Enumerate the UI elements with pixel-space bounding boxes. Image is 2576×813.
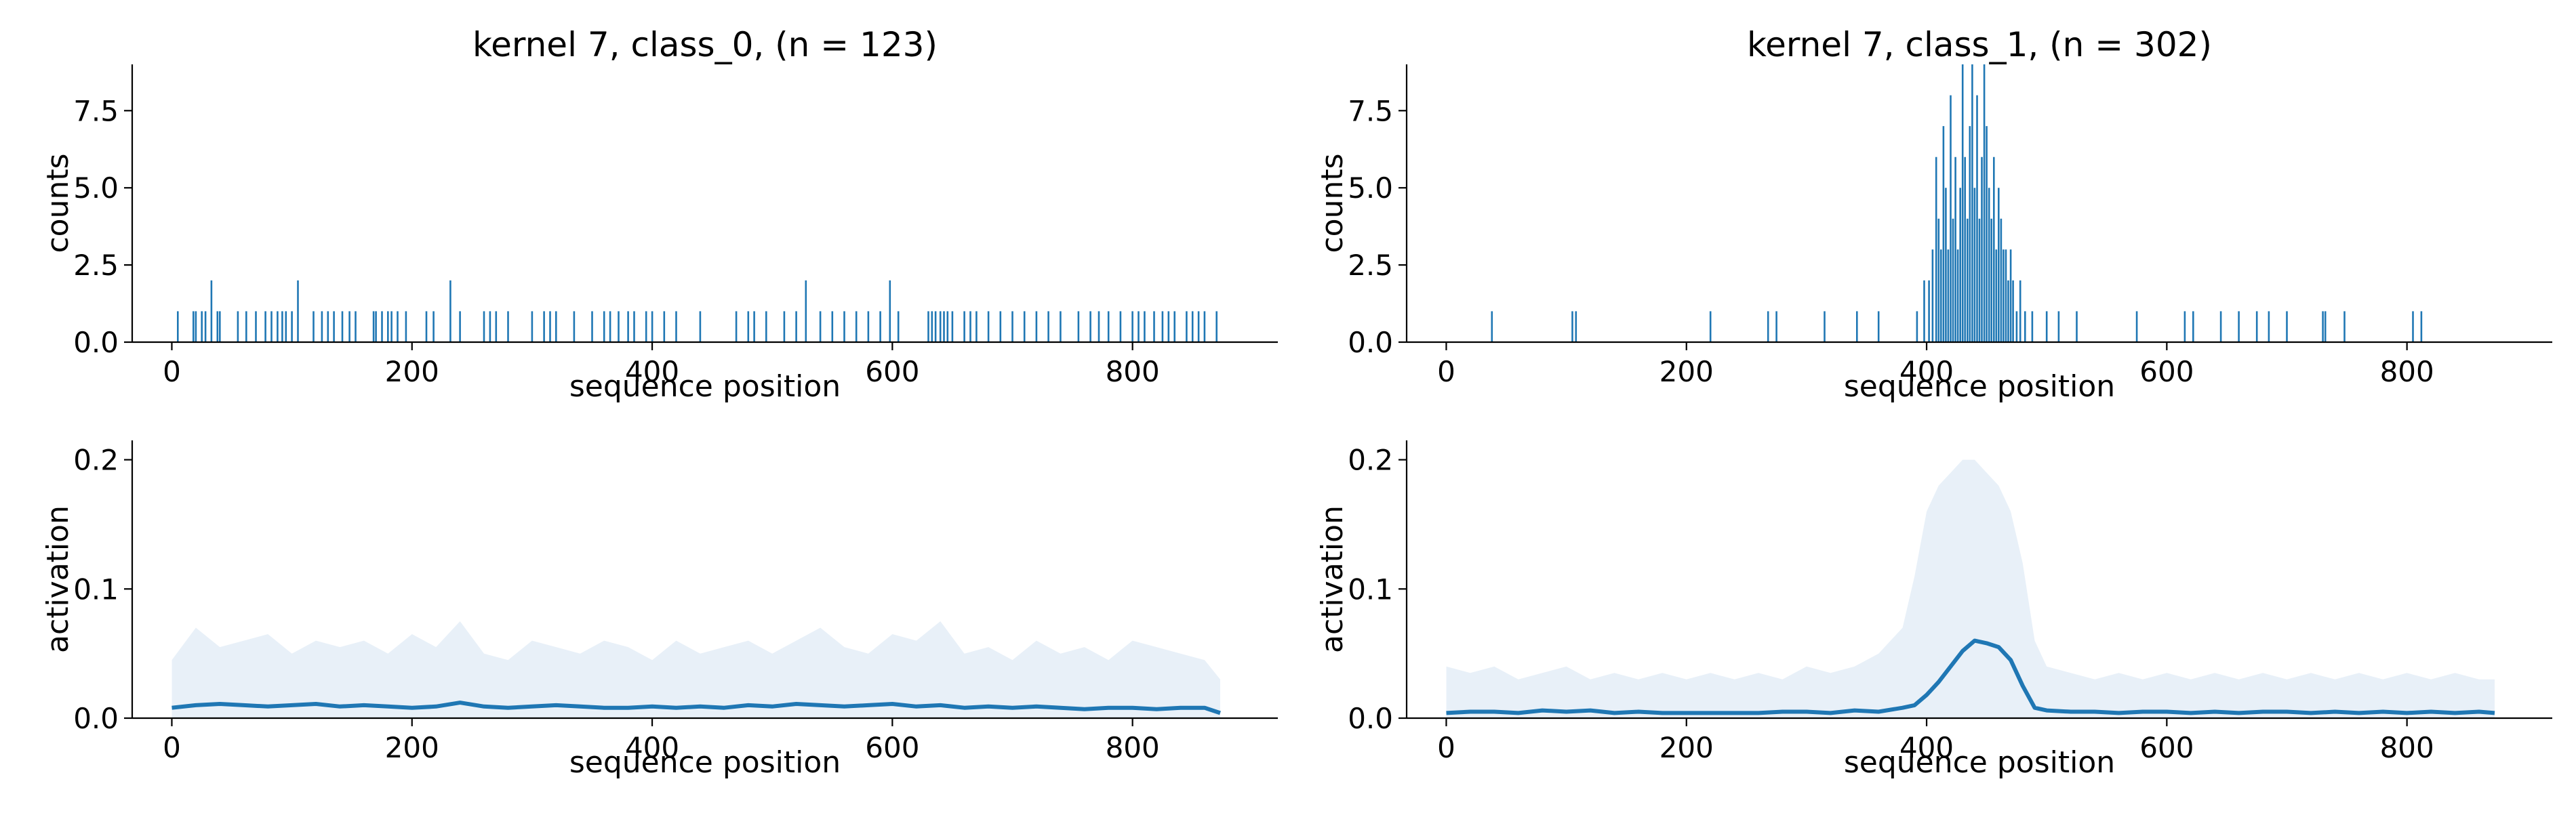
x-tick-label: 200: [1659, 731, 1714, 764]
y-tick-label: 5.0: [73, 171, 119, 205]
axis-ticks: 0 200 400 600 800 0.0 2.5 5.0 7.5: [1348, 94, 2434, 388]
x-tick-label: 0: [163, 731, 181, 764]
axes-spines: [131, 64, 1278, 343]
y-tick-label: 0.1: [73, 572, 119, 606]
x-tick-label: 800: [2380, 355, 2434, 388]
y-tick-label: 0.0: [1348, 702, 1393, 735]
y-tick-label: 0.0: [1348, 326, 1393, 359]
panel-class1-activation: 0 200 400 600 800 0.0 0.1 0.2 sequence position…: [1315, 440, 2552, 780]
chart-title: kernel 7, class_0, (n = 123): [472, 25, 938, 64]
x-tick-label: 800: [1106, 731, 1160, 764]
y-tick-label: 0.1: [1348, 572, 1393, 606]
y-tick-label: 0.0: [73, 702, 119, 735]
y-tick-label: 2.5: [73, 249, 119, 282]
panel-class0-activation: 0 200 400 600 800 0.0 0.1 0.2 sequence position…: [41, 440, 1278, 780]
x-tick-label: 600: [865, 731, 919, 764]
x-tick-label: 800: [1106, 355, 1160, 388]
y-axis-label: counts: [41, 153, 75, 253]
x-axis-label: sequence position: [569, 369, 841, 404]
x-axis-label: sequence position: [569, 745, 841, 780]
x-tick-label: 0: [1437, 731, 1455, 764]
y-tick-label: 2.5: [1348, 249, 1393, 282]
x-axis-label: sequence position: [1844, 369, 2115, 404]
y-axis-label: counts: [1315, 153, 1350, 253]
plot-area: [1491, 64, 2423, 342]
plot-area: [177, 280, 1217, 342]
chart-title: kernel 7, class_1, (n = 302): [1747, 25, 2212, 64]
plot-area: [1446, 459, 2495, 718]
plot-area: [172, 621, 1221, 718]
y-tick-label: 7.5: [1348, 94, 1393, 127]
x-tick-label: 600: [2139, 355, 2194, 388]
x-tick-label: 0: [1437, 355, 1455, 388]
axis-ticks: 0 200 400 600 800 0.0 2.5 5.0 7.5: [73, 94, 1160, 388]
y-tick-label: 5.0: [1348, 171, 1393, 205]
y-axis-label: activation: [1315, 505, 1350, 653]
x-axis-label: sequence position: [1844, 745, 2115, 780]
panel-class0-counts: 0 200 400 600 800 0.0 2.5 5.0 7.5 kernel 7, clas…: [41, 25, 1278, 404]
y-tick-label: 0.0: [73, 326, 119, 359]
x-tick-label: 200: [385, 731, 439, 764]
axes-spines: [1405, 440, 2552, 720]
x-tick-label: 400: [1899, 355, 1954, 388]
axes-spines: [131, 440, 1278, 720]
x-tick-label: 600: [2139, 731, 2194, 764]
mean-activation-line: [172, 701, 1221, 715]
y-tick-label: 0.2: [73, 444, 119, 477]
activation-band: [172, 621, 1220, 718]
x-tick-label: 400: [625, 731, 679, 764]
x-tick-label: 400: [625, 355, 679, 388]
y-tick-label: 0.2: [1348, 444, 1393, 477]
panel-class1-counts: 0 200 400 600 800 0.0 2.5 5.0 7.5 kernel 7, clas…: [1315, 25, 2552, 404]
y-axis-label: activation: [41, 505, 75, 653]
x-tick-label: 800: [2380, 731, 2434, 764]
x-tick-label: 200: [385, 355, 439, 388]
mean-activation-line: [1446, 638, 2495, 715]
x-tick-label: 200: [1659, 355, 1714, 388]
axis-ticks: 0 200 400 600 800 0.0 0.1 0.2: [73, 444, 1160, 764]
x-tick-label: 400: [1899, 731, 1954, 764]
activation-band: [1446, 459, 2495, 718]
x-tick-label: 0: [163, 355, 181, 388]
x-tick-label: 600: [865, 355, 919, 388]
y-tick-label: 7.5: [73, 94, 119, 127]
axis-ticks: 0 200 400 600 800 0.0 0.1 0.2: [1348, 444, 2434, 764]
